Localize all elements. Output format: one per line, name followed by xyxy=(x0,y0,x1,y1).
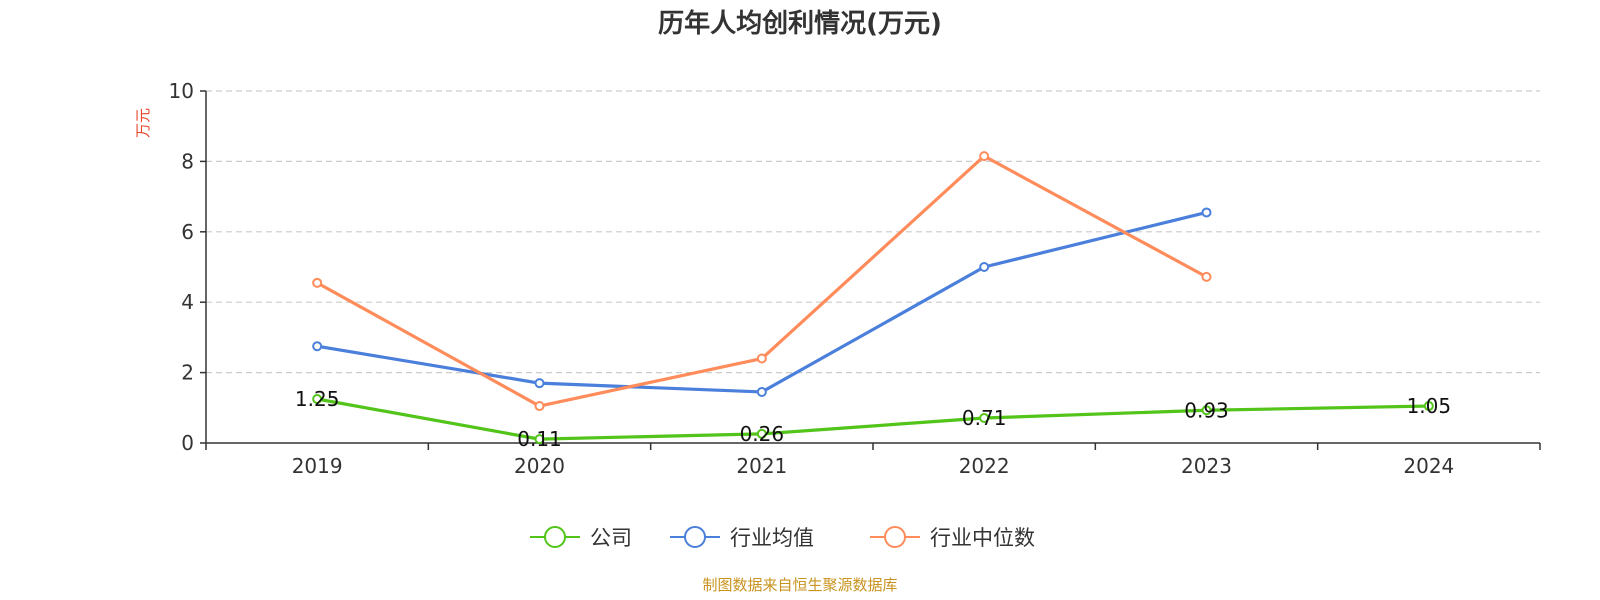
x-tick-label: 2022 xyxy=(959,454,1010,478)
legend-item[interactable]: 公司 xyxy=(530,526,632,550)
legend-marker xyxy=(884,526,906,548)
data-point xyxy=(979,262,990,272)
chart-title: 历年人均创利情况(万元) xyxy=(658,8,942,39)
y-tick-label: 8 xyxy=(181,149,194,173)
y-tick-label: 4 xyxy=(181,290,194,314)
data-label: 0.26 xyxy=(740,422,785,446)
x-tick-label: 2020 xyxy=(514,454,565,478)
legend-marker xyxy=(544,526,566,548)
series-lines xyxy=(312,151,1434,445)
legend-item[interactable]: 行业均值 xyxy=(670,526,814,550)
data-point xyxy=(1201,405,1212,416)
data-point xyxy=(1201,271,1212,282)
legend-label: 行业均值 xyxy=(730,526,814,550)
x-tick-label: 2024 xyxy=(1403,454,1454,478)
legend-label: 公司 xyxy=(590,526,632,550)
legend-marker xyxy=(684,526,706,548)
x-tick-label: 2019 xyxy=(292,454,343,478)
data-labels: 1.25 0.11 0.26 0.71 0.93 1.05 xyxy=(295,387,1451,451)
series-line xyxy=(315,397,1431,441)
data-point xyxy=(979,151,990,162)
data-label: 0.93 xyxy=(1184,398,1229,422)
data-point xyxy=(312,341,323,352)
data-point xyxy=(756,386,767,397)
data-point xyxy=(756,353,767,364)
y-axis-unit-label: 万元 xyxy=(134,108,152,138)
data-label: 1.05 xyxy=(1407,394,1452,418)
y-tick-label: 2 xyxy=(181,361,194,385)
axes: 0 2 4 6 8 10 2019 2020 2021 2022 2023 2024 xyxy=(169,79,1541,478)
data-point xyxy=(1423,401,1434,412)
legend-item[interactable]: 行业中位数 xyxy=(870,526,1035,550)
data-point xyxy=(534,401,545,412)
x-tick-label: 2023 xyxy=(1181,454,1232,478)
data-label: 0.11 xyxy=(517,427,562,451)
data-point xyxy=(979,413,990,424)
series-company xyxy=(312,394,1434,445)
data-point xyxy=(756,428,767,439)
series-industry-median xyxy=(312,151,1212,412)
x-tick-label: 2021 xyxy=(736,454,787,478)
series-industry-mean xyxy=(312,207,1212,397)
gridlines xyxy=(206,90,1540,374)
data-point xyxy=(312,394,323,404)
data-label: 0.71 xyxy=(962,406,1007,430)
data-point xyxy=(534,434,545,445)
data-point xyxy=(534,378,545,389)
y-tick-label: 6 xyxy=(181,220,194,244)
legend: 公司 行业均值 行业中位数 xyxy=(530,526,1035,550)
legend-label: 行业中位数 xyxy=(930,526,1035,550)
data-point xyxy=(312,277,323,288)
data-point xyxy=(1201,207,1212,218)
source-note: 制图数据来自恒生聚源数据库 xyxy=(702,576,897,594)
y-tick-label: 0 xyxy=(181,431,194,455)
data-label: 1.25 xyxy=(295,387,340,411)
y-tick-label: 10 xyxy=(169,79,194,103)
